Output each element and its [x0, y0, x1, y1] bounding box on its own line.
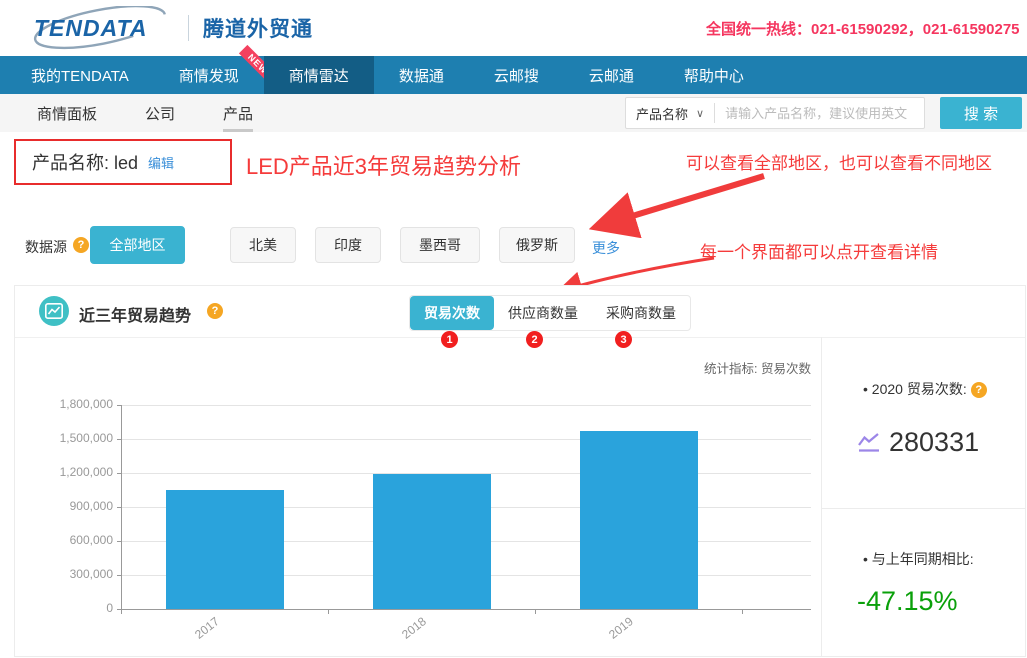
- search-button[interactable]: 搜 索: [940, 97, 1022, 129]
- region-button-north-america[interactable]: 北美: [230, 227, 296, 263]
- nav-item-my-tendata[interactable]: 我的TENDATA: [31, 67, 129, 85]
- region-buttons: 全部地区 北美 印度 墨西哥 俄罗斯: [90, 226, 575, 264]
- y-tick: [117, 473, 121, 474]
- product-name-label: 产品名称: led: [32, 153, 139, 173]
- chart-tabs: 贸易次数 供应商数量 采购商数量: [409, 295, 691, 331]
- more-regions-link[interactable]: 更多: [592, 240, 620, 256]
- stat-2020-value-row: 280331: [857, 427, 979, 458]
- card-title-help-icon[interactable]: ?: [207, 303, 223, 319]
- trade-trend-chart: 0 300,000 600,000 900,000 1,200,000 1,500,000…: [15, 286, 1025, 656]
- x-tick: [328, 609, 329, 614]
- y-tick: [117, 609, 121, 610]
- region-button-all-regions[interactable]: 全部地区: [90, 226, 185, 264]
- step-badge-2: 2: [526, 331, 543, 348]
- stat-yoy-label-text: 与上年同期相比:: [871, 551, 974, 567]
- stat-2020-label-text: 2020 贸易次数:: [871, 381, 967, 397]
- x-axis-label: 2018: [398, 614, 429, 642]
- stat-2020-value: 280331: [889, 427, 980, 457]
- search-separator: [714, 103, 716, 123]
- nav-item-data-link[interactable]: 数据通: [398, 67, 444, 85]
- x-axis-label: 2017: [191, 614, 222, 642]
- subnav-item-company[interactable]: 公司: [145, 105, 176, 123]
- y-axis-label: 1,200,000: [59, 465, 113, 479]
- y-tick: [117, 405, 121, 406]
- logo-divider: [188, 15, 189, 41]
- x-tick: [535, 609, 536, 614]
- x-axis-label: 2019: [605, 614, 636, 642]
- y-axis-label: 300,000: [69, 567, 113, 581]
- nav-item-cloud-mail-search[interactable]: 云邮搜: [493, 67, 539, 85]
- region-button-russia[interactable]: 俄罗斯: [499, 227, 575, 263]
- annotation-note1: 可以查看全部地区，也可以查看不同地区: [686, 154, 992, 173]
- top-header: TENDATA 腾道外贸通 全国统一热线：021-61590292，021-61…: [0, 0, 1027, 56]
- nav-item-help-center[interactable]: 帮助中心: [683, 67, 744, 85]
- chart-bar-2018: [372, 474, 491, 609]
- nav-item-cloud-mail[interactable]: 云邮通: [588, 67, 634, 85]
- annotation-arrow-1: [588, 173, 765, 238]
- y-axis-label: 0: [106, 601, 113, 615]
- stat-yoy-label: 与上年同期相比:: [863, 549, 974, 569]
- gridline: [121, 473, 811, 474]
- step-badge-1: 1: [441, 331, 458, 348]
- step-badge-3: 3: [615, 331, 632, 348]
- y-tick: [117, 507, 121, 508]
- annotation-title: LED产品近3年贸易趋势分析: [246, 154, 522, 179]
- y-axis-label: 1,800,000: [59, 397, 113, 411]
- gridline: [121, 405, 811, 406]
- gridline: [121, 609, 811, 610]
- stat-2020-help-icon[interactable]: ?: [970, 382, 987, 399]
- tendata-logo-icon: TENDATA: [33, 6, 167, 50]
- edit-link[interactable]: 编辑: [148, 155, 175, 171]
- sub-nav-items: 商情面板 公司 产品: [37, 94, 254, 132]
- region-button-mexico[interactable]: 墨西哥: [400, 227, 480, 263]
- card-header-divider: [15, 337, 1025, 338]
- datasource-label: 数据源: [25, 239, 67, 255]
- search-category-select[interactable]: 产品名称 ∨: [626, 104, 714, 123]
- logo[interactable]: TENDATA 腾道外贸通: [26, 6, 313, 50]
- purple-chart-icon: [858, 433, 879, 452]
- y-tick: [117, 575, 121, 576]
- panel-horizontal-divider: [821, 508, 1025, 509]
- nav-item-biz-discovery[interactable]: 商情发现 NEW: [154, 44, 277, 94]
- datasource-help-icon[interactable]: ?: [73, 237, 89, 253]
- subnav-item-product[interactable]: 产品: [223, 94, 254, 132]
- y-tick: [117, 439, 121, 440]
- search-input[interactable]: [715, 105, 924, 121]
- brand-name: 腾道外贸通: [203, 18, 313, 41]
- x-tick: [121, 609, 122, 614]
- y-axis: [121, 405, 122, 609]
- region-button-india[interactable]: 印度: [315, 227, 381, 263]
- sub-nav: 商情面板 公司 产品 产品名称 ∨ 搜 索: [0, 94, 1027, 132]
- stat-indicator: 统计指标: 贸易次数: [704, 362, 811, 376]
- nav-item-biz-radar[interactable]: 商情雷达: [263, 56, 374, 94]
- search-category-label: 产品名称: [636, 106, 689, 122]
- stat-yoy-value: -47.15%: [857, 586, 958, 616]
- stat-2020-label: 2020 贸易次数:?: [863, 379, 987, 399]
- main-nav: 我的TENDATA 商情发现 NEW 商情雷达 数据通 云邮搜 云邮通 帮助中心: [0, 44, 1027, 94]
- chevron-down-icon: ∨: [696, 107, 705, 120]
- chart-bar-2019: [579, 431, 698, 609]
- gridline: [121, 439, 811, 440]
- search-group: 产品名称 ∨: [625, 97, 925, 129]
- y-tick: [117, 541, 121, 542]
- line-chart-icon: [39, 296, 69, 326]
- tab-trade-count[interactable]: 贸易次数: [410, 296, 494, 330]
- subnav-item-biz-panel[interactable]: 商情面板: [37, 105, 98, 123]
- logo-text: TENDATA: [34, 15, 147, 41]
- y-axis-label: 900,000: [69, 499, 113, 513]
- y-axis-label: 600,000: [69, 533, 113, 547]
- hotline-text: 全国统一热线：021-61590292，021-61590275: [706, 21, 1020, 38]
- tab-supplier-count[interactable]: 供应商数量: [508, 305, 578, 321]
- panel-vertical-divider: [821, 337, 822, 656]
- annotation-note2: 每一个界面都可以点开查看详情: [700, 243, 938, 262]
- product-name-box: 产品名称: led 编辑: [14, 139, 232, 185]
- card-title: 近三年贸易趋势: [79, 308, 192, 325]
- chart-bar-2017: [165, 490, 284, 609]
- x-tick: [742, 609, 743, 614]
- y-axis-label: 1,500,000: [59, 431, 113, 445]
- tab-buyer-count[interactable]: 采购商数量: [606, 305, 676, 321]
